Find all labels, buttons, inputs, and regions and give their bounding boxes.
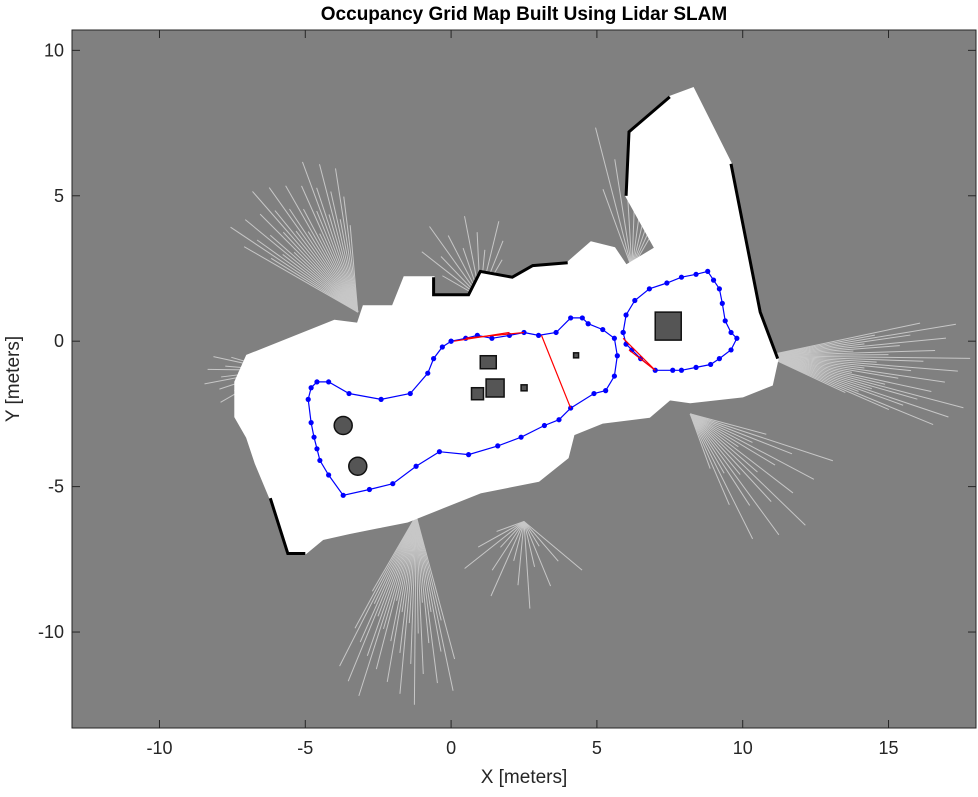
- trajectory-loop2-point: [678, 274, 685, 280]
- loop-closure-line: [622, 337, 656, 371]
- loop-closure-line: [465, 331, 525, 339]
- trajectory-point: [326, 472, 332, 478]
- trajectory-point: [535, 332, 542, 338]
- trajectory-loop2-point: [664, 280, 670, 286]
- trajectory-point: [448, 338, 454, 344]
- x-tick-label: -5: [297, 738, 313, 758]
- trajectory-point: [611, 373, 618, 379]
- trajectory-loop2-point: [678, 367, 685, 373]
- trajectory-point: [568, 315, 574, 321]
- trajectory-point: [436, 449, 443, 455]
- trajectory-loop2-point: [693, 271, 699, 277]
- trajectory-point: [326, 379, 332, 385]
- loop-closure-line: [540, 335, 572, 409]
- trajectory-point: [465, 452, 472, 458]
- trajectory-point: [308, 385, 314, 391]
- y-axis-label: Y [meters]: [3, 336, 24, 422]
- trajectory-point: [603, 388, 609, 394]
- trajectory-loop2-point: [632, 297, 638, 304]
- trajectory-loop2-point: [670, 367, 676, 373]
- trajectory-loop2-point: [716, 356, 722, 362]
- trajectory-point: [314, 446, 320, 452]
- trajectory-point: [317, 457, 323, 464]
- trajectory-point: [611, 335, 618, 341]
- occupied-cells: [268, 95, 780, 555]
- axis-ticks: -10 -5 0 5 10 15 10 5 0 -5 -10: [38, 30, 976, 758]
- trajectory-loop2-point: [734, 335, 740, 341]
- trajectory-point: [614, 353, 620, 359]
- trajectory-point: [413, 463, 419, 469]
- plot-frame: [71, 29, 977, 729]
- y-tick-label: -10: [38, 622, 64, 642]
- trajectory-loop2-point: [705, 268, 711, 274]
- trajectory-point: [314, 379, 320, 385]
- trajectory-point: [600, 326, 606, 333]
- trajectory-point: [378, 396, 384, 402]
- trajectory-point: [556, 417, 562, 423]
- trajectory-point: [439, 344, 445, 350]
- trajectory-loop2-point: [722, 318, 728, 324]
- x-tick-label: 5: [592, 738, 602, 758]
- y-tick-label: 10: [44, 40, 64, 60]
- trajectory-point: [585, 321, 591, 327]
- trajectory-point: [425, 370, 431, 376]
- trajectory-point: [390, 481, 396, 487]
- trajectory-layer: [305, 268, 740, 498]
- trajectory-point: [308, 420, 314, 426]
- occupancy-map: [204, 86, 971, 705]
- trajectory-point: [431, 356, 437, 362]
- loop-closure-line: [628, 349, 656, 371]
- chart-title: Occupancy Grid Map Built Using Lidar SLA…: [321, 4, 727, 25]
- trajectory-point: [366, 486, 373, 493]
- trajectory-point: [305, 396, 311, 402]
- trajectory-point: [346, 390, 352, 397]
- trajectory-loop2-point: [710, 277, 717, 283]
- trajectory-loop2-point: [646, 286, 652, 292]
- y-tick-label: 5: [54, 186, 64, 206]
- y-tick-label: -5: [48, 477, 64, 497]
- trajectory-loop2-point: [719, 300, 725, 306]
- trajectory-point: [489, 335, 495, 341]
- y-tick-label: 0: [54, 331, 64, 351]
- obstacles: [333, 311, 682, 476]
- trajectory-loop2-point: [623, 312, 629, 318]
- trajectory-loop2-point: [716, 286, 722, 292]
- x-tick-label: 0: [446, 738, 456, 758]
- x-tick-label: 15: [879, 738, 899, 758]
- trajectory-point: [591, 390, 597, 397]
- trajectory-loop2-point: [693, 364, 699, 370]
- trajectory-point: [340, 492, 346, 498]
- trajectory-point: [518, 434, 524, 440]
- trajectory-loop2-point: [728, 329, 734, 336]
- trajectory-point: [311, 434, 317, 440]
- x-axis-label: X [meters]: [481, 767, 568, 788]
- trajectory-loop2-point: [708, 361, 714, 368]
- trajectory-point: [553, 329, 559, 336]
- trajectory-loop2-point: [728, 347, 734, 353]
- trajectory-point: [579, 315, 585, 321]
- trajectory-loop2-point: [620, 329, 626, 336]
- trajectory-point: [541, 422, 548, 429]
- x-tick-label: -10: [146, 738, 172, 758]
- x-tick-label: 10: [733, 738, 753, 758]
- trajectory-point: [407, 390, 413, 397]
- trajectory-point: [495, 443, 501, 449]
